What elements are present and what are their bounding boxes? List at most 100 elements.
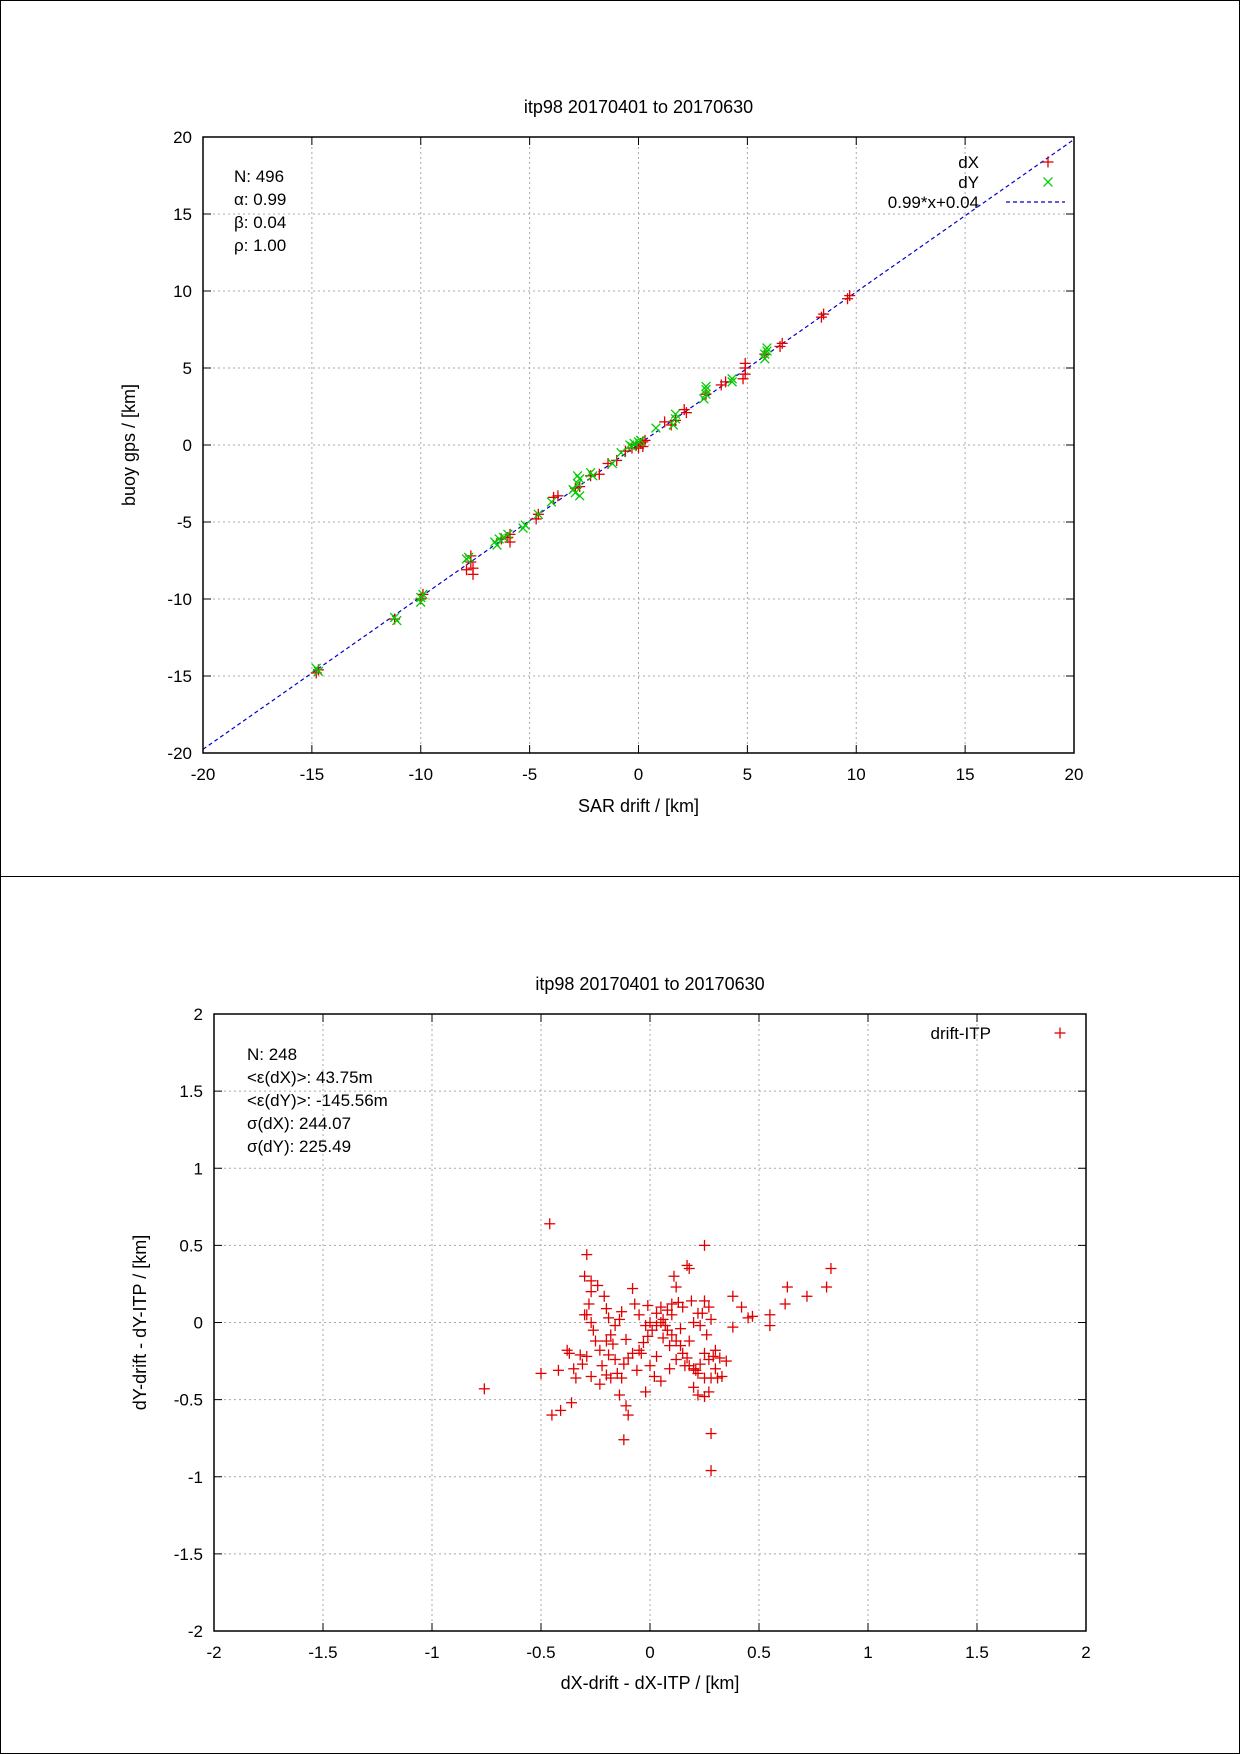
data-point-drift-itp <box>685 1295 697 1307</box>
data-point-drift-itp <box>555 1404 567 1416</box>
x-tick-label: 0.5 <box>747 1643 771 1662</box>
data-point-drift-itp <box>581 1249 593 1261</box>
data-point-drift-itp <box>701 1329 713 1341</box>
stats-annotation: N: 248 <box>247 1045 297 1064</box>
legend-label: dX <box>958 153 979 172</box>
data-point-drift-itp <box>666 1298 678 1310</box>
data-point-drift-itp <box>688 1381 700 1393</box>
data-point-drift-itp <box>694 1358 706 1370</box>
scatter-plot-top: -20 -15 -10 -5 0 5 10 15 20 -20 -15 -10 -5 0 5 10 15 20 it… <box>119 97 1083 816</box>
x-axis-label: dX-drift - dX-ITP / [km] <box>561 1673 740 1693</box>
data-point-drift-itp <box>592 1279 604 1291</box>
data-point-drift-itp <box>672 1296 684 1308</box>
data-point-dx <box>530 513 542 525</box>
data-point-drift-itp <box>563 1347 575 1359</box>
data-point-drift-itp <box>670 1354 682 1366</box>
data-point-dy <box>701 384 711 395</box>
data-point-drift-itp <box>603 1349 615 1361</box>
data-point-drift-itp <box>664 1363 676 1375</box>
data-point-drift-itp <box>677 1347 689 1359</box>
y-axis-label: buoy gps / [km] <box>119 384 139 506</box>
y-tick-label: 15 <box>173 205 192 224</box>
x-tick-label: -1.5 <box>308 1643 337 1662</box>
chart-panel-top: -20 -15 -10 -5 0 5 10 15 20 -20 -15 -10 -5 0 5 10 15 20 it… <box>0 0 1240 877</box>
data-point-dy <box>670 413 681 424</box>
data-point-drift-itp <box>616 1372 628 1384</box>
data-point-drift-itp <box>535 1367 547 1379</box>
data-point-drift-itp <box>568 1363 580 1375</box>
y-tick-label: 2 <box>194 1005 203 1024</box>
data-point-drift-itp <box>681 1259 693 1271</box>
data-point-drift-itp <box>712 1372 724 1384</box>
data-point-drift-itp <box>670 1335 682 1347</box>
data-point-dy <box>762 346 772 356</box>
data-point-drift-itp <box>746 1310 758 1322</box>
data-point-drift-itp <box>655 1301 667 1313</box>
y-tick-label: 20 <box>173 128 192 147</box>
data-point-drift-itp <box>692 1389 704 1401</box>
data-point-drift-itp <box>670 1281 682 1293</box>
data-point-drift-itp <box>651 1307 663 1319</box>
data-point-drift-itp <box>585 1317 597 1328</box>
data-point-drift-itp <box>607 1338 619 1350</box>
x-tick-label: 15 <box>956 765 975 784</box>
data-point-drift-itp <box>603 1312 615 1324</box>
chart-title: itp98 20170401 to 20170630 <box>535 974 764 994</box>
data-point-dy <box>574 474 585 484</box>
data-point-dy <box>463 552 474 563</box>
data-point-drift-itp <box>633 1309 645 1321</box>
data-point-drift-itp <box>605 1372 617 1384</box>
data-point-drift-itp <box>585 1370 597 1382</box>
data-point-drift-itp <box>703 1386 715 1398</box>
data-point-drift-itp <box>683 1335 695 1347</box>
data-point-dy <box>759 353 770 364</box>
data-point-drift-itp <box>570 1372 582 1384</box>
data-point-dy <box>415 597 426 607</box>
stats-annotation: <ε(dY)>: -145.56m <box>247 1091 388 1110</box>
data-point-drift-itp <box>609 1320 621 1332</box>
data-point-drift-itp <box>764 1309 776 1321</box>
x-tick-label: -0.5 <box>526 1643 555 1662</box>
data-point-dx <box>552 490 564 502</box>
data-point-drift-itp <box>716 1370 728 1382</box>
data-point-dx <box>665 419 677 431</box>
data-point-drift-itp <box>821 1281 833 1293</box>
data-point-dx <box>776 337 788 349</box>
x-tick-label: 0 <box>634 765 643 784</box>
y-tick-label: -5 <box>177 513 192 532</box>
data-point-drift-itp <box>657 1313 669 1325</box>
data-point-drift-itp <box>727 1290 739 1302</box>
data-point-drift-itp <box>664 1340 676 1352</box>
data-point-dy <box>492 540 502 550</box>
data-point-drift-itp <box>635 1347 647 1359</box>
data-point-drift-itp <box>600 1335 612 1347</box>
data-point-drift-itp <box>581 1350 593 1362</box>
data-point-drift-itp <box>618 1358 630 1370</box>
x-tick-label: -2 <box>206 1643 221 1662</box>
data-point-drift-itp <box>585 1286 597 1298</box>
data-point-drift-itp <box>675 1323 687 1335</box>
data-point-drift-itp <box>640 1386 652 1398</box>
y-tick-label: -20 <box>167 744 192 763</box>
data-point-drift-itp <box>600 1303 612 1315</box>
data-point-dx <box>460 564 472 576</box>
data-point-dy <box>762 343 772 353</box>
y-tick-label: 0 <box>183 436 192 455</box>
data-point-drift-itp <box>644 1360 656 1372</box>
y-tick-label: 0.5 <box>179 1236 203 1255</box>
data-point-drift-itp <box>666 1309 678 1321</box>
fit-line <box>203 138 1074 750</box>
y-tick-label: 1.5 <box>179 1082 203 1101</box>
data-point-drift-itp <box>677 1301 689 1313</box>
data-point-dx <box>467 568 479 580</box>
chart-title: itp98 20170401 to 20170630 <box>524 97 753 117</box>
data-point-drift-itp <box>705 1428 717 1440</box>
data-point-drift-itp <box>694 1320 706 1332</box>
data-point-drift-itp <box>583 1298 595 1310</box>
data-point-drift-itp <box>801 1290 813 1302</box>
data-point-drift-itp <box>616 1306 628 1318</box>
data-point-drift-itp <box>688 1363 700 1375</box>
data-point-drift-itp <box>579 1270 591 1282</box>
y-tick-label: -1 <box>188 1468 203 1487</box>
data-point-drift-itp <box>699 1347 710 1359</box>
